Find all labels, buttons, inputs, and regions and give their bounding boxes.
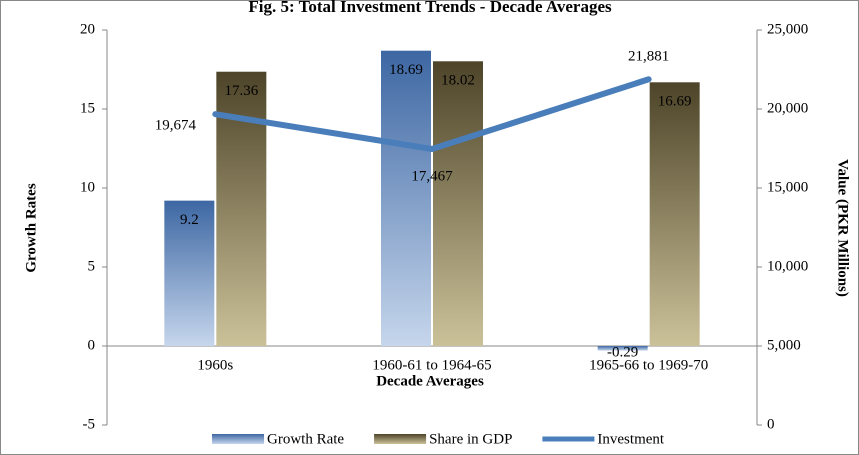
line xyxy=(212,76,652,153)
legend-label: Investment xyxy=(597,431,664,447)
y2-tick-label: 5,000 xyxy=(767,337,801,353)
data-label: -0.29 xyxy=(607,344,638,360)
legend-label: Growth Rate xyxy=(267,431,344,447)
bar xyxy=(433,61,483,347)
y2-tick-label: 20,000 xyxy=(767,100,808,116)
x-tick-label: 1960-61 to 1964-65 xyxy=(372,357,491,373)
bar xyxy=(649,82,700,346)
x-tick-label: 1965-66 to 1969-70 xyxy=(589,357,708,373)
y-tick-label: 10 xyxy=(80,179,95,195)
y-axis-label: Growth Rates xyxy=(23,183,39,272)
data-label: 17.36 xyxy=(224,83,258,99)
bar xyxy=(164,200,215,346)
legend-swatch xyxy=(374,434,427,444)
data-label: 19,674 xyxy=(155,118,197,134)
data-label: 21,881 xyxy=(628,49,669,65)
data-label: 9.2 xyxy=(180,212,199,228)
y-tick-label: 15 xyxy=(80,100,95,116)
y2-tick-label: 10,000 xyxy=(767,258,808,274)
bar xyxy=(381,50,431,346)
y-tick-label: -5 xyxy=(83,416,96,432)
chart-title: Fig. 5: Total Investment Trends - Decade… xyxy=(248,0,612,16)
legend-swatch xyxy=(212,434,264,444)
y2-tick-label: 25,000 xyxy=(767,21,808,37)
y2-tick-label: 15,000 xyxy=(767,179,808,195)
data-label: 18.69 xyxy=(389,62,423,78)
y-tick-label: 5 xyxy=(88,258,96,274)
y-tick-label: 0 xyxy=(88,337,96,353)
data-label: 17,467 xyxy=(411,168,453,184)
bar xyxy=(597,346,648,351)
x-tick-label: 1960s xyxy=(197,357,233,373)
y2-axis-label: Value (PKR Millions) xyxy=(835,159,851,297)
data-label: 16.69 xyxy=(658,94,692,110)
y-tick-label: 20 xyxy=(80,21,95,37)
x-axis-label: Decade Averages xyxy=(376,373,484,389)
legend-label: Share in GDP xyxy=(429,431,512,447)
y2-tick-label: 0 xyxy=(767,416,775,432)
data-label: 18.02 xyxy=(441,73,475,89)
